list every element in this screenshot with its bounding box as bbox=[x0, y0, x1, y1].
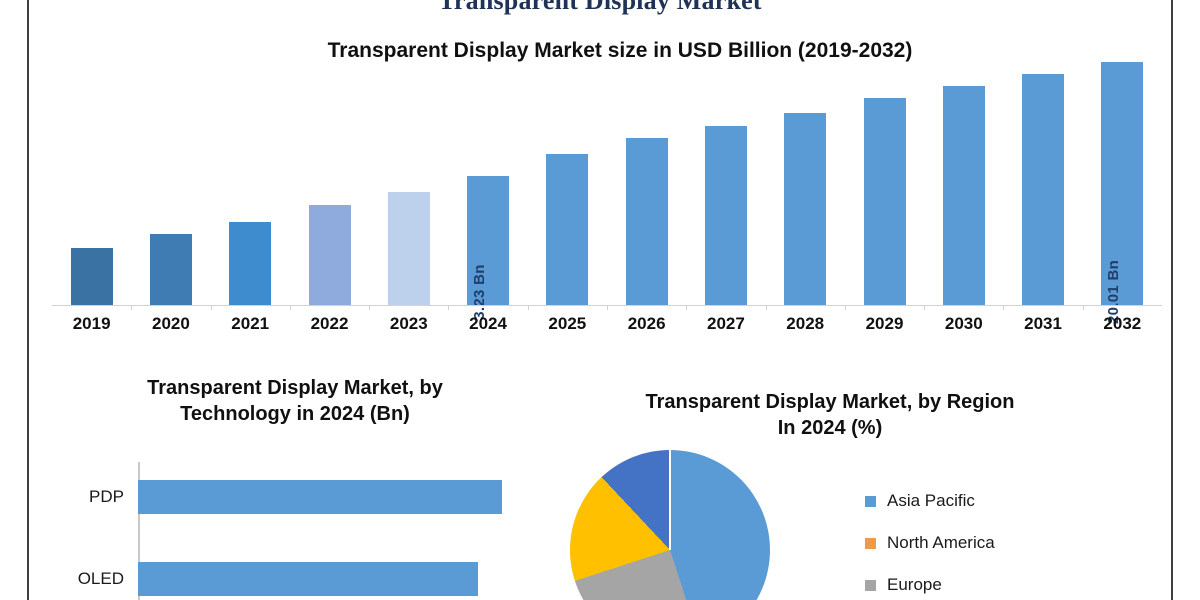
axis-tick bbox=[607, 305, 608, 310]
tech-bar-row: PDP bbox=[89, 480, 502, 514]
region-chart-title: Transparent Display Market, by Region In… bbox=[570, 390, 1090, 441]
tech-bar-label: OLED bbox=[77, 569, 124, 588]
pie-legend-item: Asia Pacific bbox=[865, 480, 995, 522]
pie-legend-label: Asia Pacific bbox=[887, 491, 975, 510]
tech-chart-y-axis bbox=[138, 462, 140, 600]
pie-legend-label: Europe bbox=[887, 575, 942, 594]
axis-tick bbox=[1003, 305, 1005, 310]
bar-x-axis-label: 2020 bbox=[152, 314, 190, 333]
bar-rect bbox=[625, 138, 668, 306]
bar-rect bbox=[1022, 74, 1065, 306]
region-chart-title-line2: In 2024 (%) bbox=[777, 416, 883, 439]
bar-rect bbox=[308, 205, 351, 306]
bar-x-axis-label: 2021 bbox=[231, 314, 270, 333]
axis-tick bbox=[844, 305, 846, 310]
bar-rect bbox=[387, 192, 430, 306]
tech-chart-title-line1: Transparent Display Market, by bbox=[147, 377, 443, 399]
bar-x-axis-label: 2030 bbox=[944, 314, 983, 333]
tech-bar bbox=[138, 480, 502, 514]
page-border-left bbox=[27, 0, 29, 600]
axis-tick bbox=[686, 305, 688, 310]
axis-tick bbox=[924, 305, 926, 310]
market-size-bar-chart: 3.23 Bn 20.01 Bn 2019 2020 2021 2022 2023 2024… bbox=[52, 62, 1162, 333]
bar-rect bbox=[863, 98, 906, 306]
bar-x-axis-label: 2024 bbox=[469, 314, 507, 333]
bar-x-axis-label: 2027 bbox=[707, 314, 745, 333]
bar-chart-plot-area: 3.23 Bn 20.01 Bn bbox=[52, 62, 1162, 324]
legend-swatch-icon bbox=[865, 579, 876, 591]
axis-tick bbox=[1082, 305, 1084, 310]
bar-rect bbox=[942, 86, 985, 306]
axis-tick bbox=[527, 305, 529, 310]
page-title: Transparent Display Market bbox=[438, 0, 762, 15]
bar-x-axis-label: 2028 bbox=[786, 314, 825, 333]
bar-rect bbox=[784, 113, 827, 306]
page-border-right bbox=[1171, 0, 1173, 600]
bar-rect bbox=[546, 154, 589, 306]
bar-x-axis-label: 2026 bbox=[627, 314, 666, 333]
bar-rect bbox=[149, 234, 192, 306]
bar-x-axis-label: 2025 bbox=[548, 314, 587, 333]
bar-chart-title: Transparent Display Market size in USD B… bbox=[327, 39, 913, 62]
bar-rect bbox=[467, 176, 510, 306]
tech-bar-label: PDP bbox=[89, 487, 124, 506]
region-pie-chart: Asia Pacific North America Europe bbox=[560, 440, 1100, 600]
legend-swatch-icon bbox=[865, 495, 876, 507]
tech-chart-title: Transparent Display Market, by Technolog… bbox=[60, 376, 530, 427]
bar-x-axis-label: 2029 bbox=[865, 314, 904, 333]
axis-tick bbox=[289, 305, 291, 310]
tech-chart-title-line2: Technology in 2024 (Bn) bbox=[180, 402, 410, 425]
pie-legend-label: North America bbox=[887, 533, 995, 552]
bar-x-axis-label: 2031 bbox=[1024, 314, 1062, 333]
bar-x-axis-label: 2022 bbox=[310, 314, 349, 333]
bar-rect bbox=[229, 222, 272, 306]
axis-tick bbox=[765, 305, 767, 310]
tech-bar bbox=[138, 562, 478, 596]
bar-value-label: 3.23 Bn bbox=[471, 264, 489, 320]
axis-tick bbox=[448, 305, 450, 310]
axis-tick bbox=[369, 305, 371, 310]
pie-legend-item: North America bbox=[865, 522, 995, 564]
legend-swatch-icon bbox=[865, 537, 876, 549]
bar-rect bbox=[70, 248, 113, 306]
bar-rect bbox=[1101, 62, 1144, 306]
bar-rect bbox=[704, 126, 747, 306]
tech-bar-row: OLED bbox=[78, 562, 478, 596]
bar-x-axis-label: 2019 bbox=[72, 314, 111, 333]
region-chart-title-line1: Transparent Display Market, by Region bbox=[645, 391, 1015, 413]
pie-legend-item: Europe bbox=[865, 564, 995, 600]
bar-x-axis-label: 2032 bbox=[1103, 314, 1142, 333]
bar-x-axis-label: 2023 bbox=[389, 314, 428, 333]
pie-legend: Asia Pacific North America Europe bbox=[865, 480, 995, 600]
pie-slice-divider bbox=[669, 450, 671, 550]
axis-tick bbox=[210, 305, 212, 310]
technology-bar-chart: PDP OLED bbox=[40, 452, 520, 600]
axis-tick bbox=[131, 305, 133, 310]
